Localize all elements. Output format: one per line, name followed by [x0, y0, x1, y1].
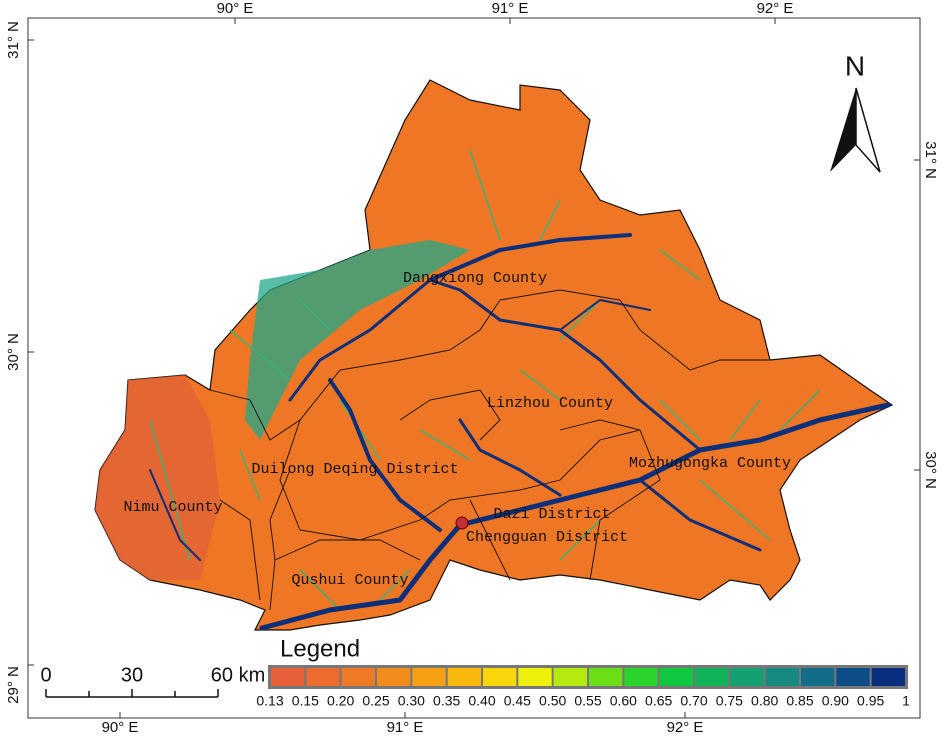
legend-label: 0.85: [786, 693, 813, 709]
bottom-tick-label: 90° E: [102, 719, 139, 736]
basin: [94, 79, 894, 631]
legend-swatch: [518, 668, 552, 686]
legend-label: 0.65: [645, 693, 672, 709]
legend-label: 0.80: [751, 693, 778, 709]
legend-label: 0.70: [680, 693, 707, 709]
legend-label: 0.25: [362, 693, 389, 709]
scale-label: 30: [121, 664, 143, 686]
scale-bar: [45, 689, 219, 698]
region-label: Dazi District: [493, 506, 610, 523]
region-label: Linzhou County: [487, 395, 613, 412]
legend-swatch: [377, 668, 411, 686]
legend-swatch: [483, 668, 517, 686]
legend-label: 0.13: [256, 693, 283, 709]
legend-label: 0.55: [574, 693, 601, 709]
legend-swatch: [730, 668, 764, 686]
scale-label: 0: [40, 664, 51, 686]
north-label: N: [845, 50, 865, 81]
bottom-tick-label: 91° E: [387, 719, 424, 736]
legend-swatch: [836, 668, 870, 686]
right-tick-label: 30° N: [922, 451, 939, 489]
region-label: Nimu County: [123, 499, 222, 516]
legend-label: 0.20: [327, 693, 354, 709]
top-tick-label: 91° E: [492, 0, 529, 17]
legend-swatch: [801, 668, 835, 686]
legend-swatch: [341, 668, 375, 686]
rivers: [149, 233, 891, 631]
top-tick-label: 92° E: [757, 0, 794, 17]
legend-title: Legend: [280, 635, 360, 662]
frame-ticks: [28, 18, 920, 718]
legend-swatch: [447, 668, 481, 686]
region-label: Duilong Deqing District: [251, 461, 458, 478]
district-borders: [209, 289, 770, 611]
legend-swatch: [659, 668, 693, 686]
left-tick-label: 29° N: [5, 666, 22, 704]
north-arrow: [830, 87, 881, 173]
legend-swatch: [624, 668, 658, 686]
legend-label: 0.75: [716, 693, 743, 709]
legend-label: 0.95: [857, 693, 884, 709]
top-tick-label: 90° E: [217, 0, 254, 17]
legend-swatch: [412, 668, 446, 686]
bottom-tick-label: 92° E: [667, 719, 704, 736]
region-label: Dangxiong County: [403, 270, 547, 287]
legend-swatch: [306, 668, 340, 686]
low-zone: [95, 375, 220, 580]
legend-swatch: [271, 668, 305, 686]
region-label: Mozhugongka County: [629, 455, 791, 472]
legend-label: 0.30: [398, 693, 425, 709]
valley-zone: [245, 240, 470, 440]
right-tick-label: 31° N: [922, 141, 939, 179]
legend-label: 0.40: [468, 693, 495, 709]
legend-swatch: [589, 668, 623, 686]
scale-label: 60 km: [211, 664, 265, 686]
legend-label: 0.45: [504, 693, 531, 709]
legend-label: 0.15: [292, 693, 319, 709]
city-marker: [455, 516, 469, 530]
legend-label: 0.50: [539, 693, 566, 709]
legend-swatch: [553, 668, 587, 686]
legend: 0.13 0.15 0.20 0.25 0.30 0.35 0.40 0.45 0.50 0.55…: [256, 665, 910, 709]
region-label: Chengguan District: [466, 529, 628, 546]
region-label: Qushui County: [291, 572, 408, 589]
legend-label: 0.90: [822, 693, 849, 709]
legend-label: 1: [902, 693, 910, 709]
legend-swatch: [695, 668, 729, 686]
legend-swatch: [871, 668, 905, 686]
legend-label: 0.35: [433, 693, 460, 709]
legend-label: 0.60: [610, 693, 637, 709]
left-tick-label: 31° N: [5, 21, 22, 59]
legend-swatch: [765, 668, 799, 686]
left-tick-label: 30° N: [5, 333, 22, 371]
